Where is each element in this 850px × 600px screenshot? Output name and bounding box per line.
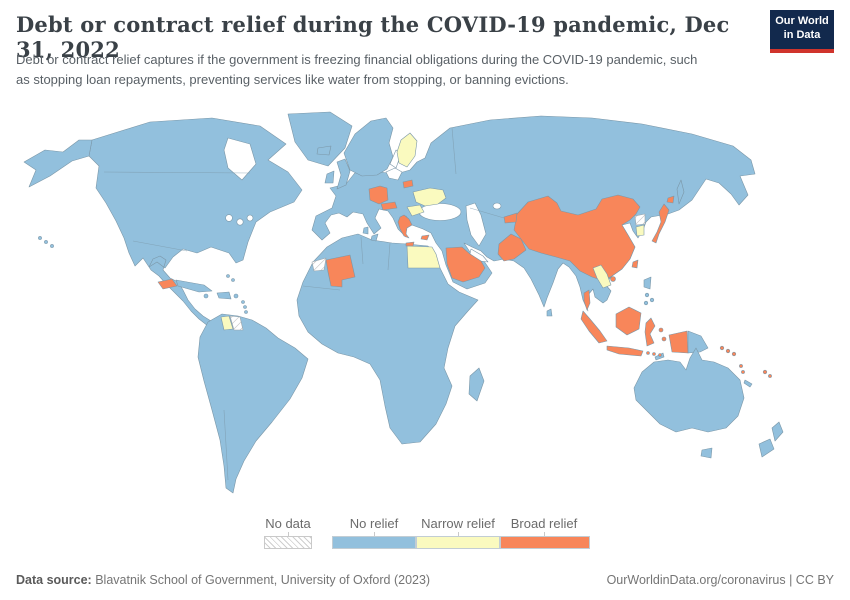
country-south-america <box>197 313 309 494</box>
country-laos <box>592 264 612 289</box>
legend-swatch-no-relief[interactable] <box>332 536 416 549</box>
country-cuba <box>175 279 213 293</box>
attribution: OurWorldinData.org/coronavirus | CC BY <box>607 573 834 587</box>
legend-label-no-relief: No relief <box>349 516 399 531</box>
country-ireland <box>324 170 335 184</box>
island-tasmania <box>700 447 713 459</box>
country-philippines <box>643 276 652 290</box>
landmass-no-relief[interactable] <box>23 111 784 494</box>
country-suriname <box>229 315 244 331</box>
data-source-text: Blavatnik School of Government, Universi… <box>95 573 431 587</box>
country-honduras <box>157 278 178 290</box>
legend-swatch-broad-relief[interactable] <box>500 536 590 549</box>
country-hispaniola <box>216 291 232 300</box>
country-iceland <box>316 145 332 156</box>
legend-tick <box>458 532 459 536</box>
baltic-sea <box>385 167 403 181</box>
country-china <box>513 194 641 282</box>
island-sakhalin <box>676 179 685 205</box>
country-mali <box>325 254 356 288</box>
country-guyana <box>220 315 234 331</box>
legend-swatch-narrow-relief[interactable] <box>416 536 500 549</box>
countries-broad-relief[interactable] <box>157 179 772 378</box>
island-sardinia <box>362 226 369 235</box>
owid-logo-line1: Our World <box>775 15 829 27</box>
country-western-sahara <box>311 257 327 272</box>
island-sumatra <box>580 310 608 344</box>
page-title: Debt or contract relief during the COVID… <box>16 12 730 62</box>
country-cyprus <box>420 234 430 241</box>
country-borders <box>103 127 505 481</box>
island-sicily <box>370 233 379 242</box>
country-fiji <box>762 369 772 378</box>
license-label: CC BY <box>795 573 834 587</box>
island-hainan <box>610 276 616 282</box>
country-north-korea <box>634 213 646 226</box>
persian-gulf <box>469 248 489 263</box>
world-map[interactable] <box>0 110 850 512</box>
country-romania <box>406 204 425 217</box>
legend-tick <box>374 532 375 536</box>
country-greenland <box>287 111 353 167</box>
country-vanuatu <box>739 364 745 374</box>
hudson-bay <box>223 137 257 181</box>
country-sri-lanka <box>546 308 553 317</box>
countries-narrow-relief[interactable] <box>220 132 645 331</box>
country-united-kingdom <box>336 158 351 190</box>
island-borneo <box>615 306 642 336</box>
country-finland <box>396 132 418 168</box>
country-papua-new-guinea <box>687 330 709 354</box>
island-hokkaido <box>666 195 675 204</box>
country-solomon-islands <box>719 345 737 357</box>
island-west-new-guinea <box>668 330 689 354</box>
country-egypt <box>406 245 441 269</box>
country-kyrgyzstan <box>503 212 518 224</box>
caspian-sea <box>465 202 487 247</box>
country-germany <box>368 185 389 205</box>
legend-label-no-data: No data <box>265 516 311 531</box>
great-lake <box>225 214 233 222</box>
country-scandinavia <box>343 117 394 177</box>
attribution-separator: | <box>789 573 793 587</box>
owid-logo-line2: in Data <box>783 28 821 41</box>
island-sulawesi <box>644 317 656 347</box>
countries-no-data[interactable] <box>229 213 646 331</box>
data-source-label: Data source: <box>16 573 92 587</box>
country-greece <box>397 214 413 239</box>
country-saudi-arabia <box>445 246 486 283</box>
legend-label-broad-relief: Broad relief <box>510 516 578 531</box>
great-lake <box>246 214 254 222</box>
island-new-caledonia <box>743 379 753 388</box>
chart-footer: Data source: Blavatnik School of Governm… <box>16 573 834 587</box>
country-ukraine <box>412 187 447 207</box>
owid-logo: Our World in Data <box>770 10 834 53</box>
country-indonesia <box>580 306 689 357</box>
country-madagascar <box>468 367 485 402</box>
country-new-zealand-south <box>758 438 775 458</box>
legend-tick <box>288 532 289 536</box>
legend-swatch-no-data[interactable] <box>264 536 312 549</box>
country-japan <box>651 195 675 244</box>
country-malaysia-peninsula <box>583 289 591 311</box>
island-crete <box>405 241 415 247</box>
great-lake <box>236 218 244 226</box>
aral-sea <box>492 202 502 210</box>
country-north-america <box>88 117 303 327</box>
country-taiwan <box>631 259 639 269</box>
data-source: Data source: Blavatnik School of Governm… <box>16 573 430 587</box>
country-alaska <box>23 139 93 188</box>
country-austria <box>380 201 398 211</box>
legend-label-narrow-relief: Narrow relief <box>421 516 495 531</box>
country-lithuania <box>402 179 414 189</box>
owid-link[interactable]: OurWorldinData.org/coronavirus <box>606 573 786 587</box>
country-australia <box>633 347 745 433</box>
map-legend: No data No relief Narrow relief Broad re… <box>0 512 850 552</box>
legend-tick <box>544 532 545 536</box>
country-south-korea <box>635 224 645 237</box>
country-new-zealand-north <box>771 421 784 442</box>
island-java <box>606 345 644 357</box>
page-subtitle: Debt or contract relief captures if the … <box>16 52 698 87</box>
country-pakistan <box>497 233 527 262</box>
